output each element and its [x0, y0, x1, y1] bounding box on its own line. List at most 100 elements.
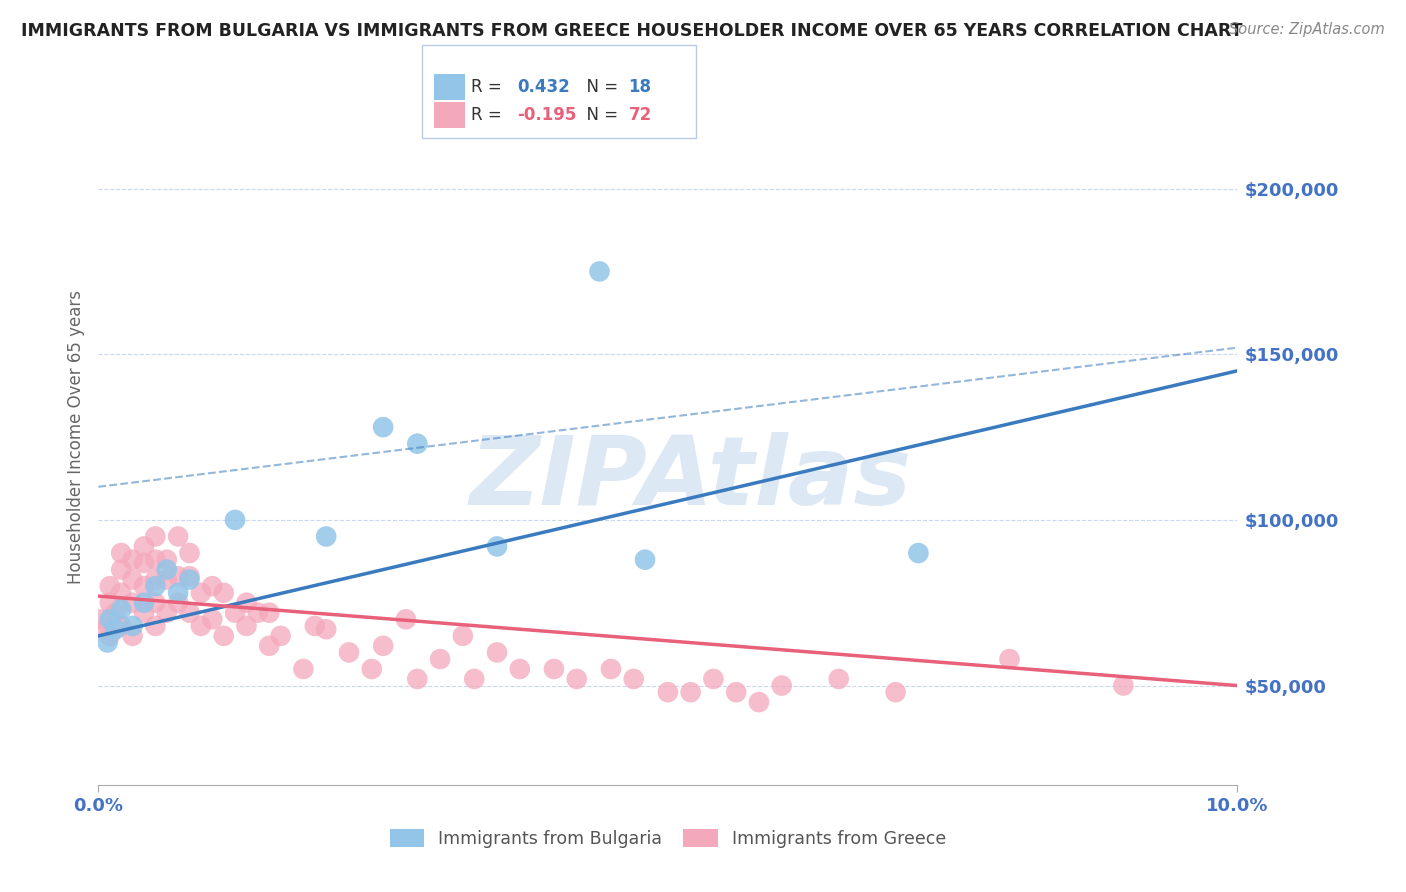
- Legend: Immigrants from Bulgaria, Immigrants from Greece: Immigrants from Bulgaria, Immigrants fro…: [381, 820, 955, 856]
- Text: Source: ZipAtlas.com: Source: ZipAtlas.com: [1229, 22, 1385, 37]
- Point: [315, 622, 337, 636]
- Point: [395, 612, 418, 626]
- Point: [373, 420, 395, 434]
- Point: [145, 529, 167, 543]
- Point: [270, 629, 292, 643]
- Point: [96, 635, 118, 649]
- Point: [98, 629, 121, 643]
- Point: [725, 685, 748, 699]
- Point: [315, 529, 337, 543]
- Point: [179, 606, 201, 620]
- Point: [121, 573, 143, 587]
- Point: [110, 586, 132, 600]
- Point: [373, 639, 395, 653]
- Point: [90, 612, 112, 626]
- Point: [212, 629, 235, 643]
- Point: [156, 552, 179, 566]
- Point: [121, 596, 143, 610]
- Point: [259, 639, 281, 653]
- Point: [145, 579, 167, 593]
- Text: IMMIGRANTS FROM BULGARIA VS IMMIGRANTS FROM GREECE HOUSEHOLDER INCOME OVER 65 YE: IMMIGRANTS FROM BULGARIA VS IMMIGRANTS F…: [21, 22, 1243, 40]
- Point: [121, 619, 143, 633]
- Point: [259, 606, 281, 620]
- Text: R =: R =: [471, 106, 508, 124]
- Point: [132, 596, 155, 610]
- Text: 0.432: 0.432: [517, 78, 571, 96]
- Point: [623, 672, 645, 686]
- Point: [145, 552, 167, 566]
- Point: [190, 619, 212, 633]
- Point: [179, 573, 201, 587]
- Point: [1112, 679, 1135, 693]
- Point: [304, 619, 326, 633]
- Point: [486, 645, 509, 659]
- Point: [702, 672, 724, 686]
- Point: [201, 579, 224, 593]
- Point: [132, 606, 155, 620]
- Point: [98, 612, 121, 626]
- Point: [292, 662, 315, 676]
- Text: ZIPAtlas: ZIPAtlas: [470, 433, 911, 525]
- Point: [190, 586, 212, 600]
- Point: [748, 695, 770, 709]
- Point: [337, 645, 360, 659]
- Point: [110, 546, 132, 560]
- Y-axis label: Householder Income Over 65 years: Householder Income Over 65 years: [66, 290, 84, 584]
- Point: [167, 569, 190, 583]
- Point: [110, 602, 132, 616]
- Point: [360, 662, 382, 676]
- Point: [998, 652, 1021, 666]
- Point: [104, 606, 127, 620]
- Text: N =: N =: [576, 78, 624, 96]
- Text: 72: 72: [628, 106, 652, 124]
- Point: [463, 672, 485, 686]
- Point: [179, 546, 201, 560]
- Point: [167, 586, 190, 600]
- Text: R =: R =: [471, 78, 508, 96]
- Point: [907, 546, 929, 560]
- Point: [98, 596, 121, 610]
- Point: [770, 679, 793, 693]
- Point: [406, 672, 429, 686]
- Point: [679, 685, 702, 699]
- Point: [451, 629, 474, 643]
- Point: [543, 662, 565, 676]
- Point: [406, 436, 429, 450]
- Point: [156, 563, 179, 577]
- Point: [132, 556, 155, 570]
- Point: [167, 529, 190, 543]
- Point: [201, 612, 224, 626]
- Point: [132, 579, 155, 593]
- Point: [224, 606, 246, 620]
- Point: [132, 540, 155, 554]
- Point: [486, 540, 509, 554]
- Point: [235, 596, 257, 610]
- Point: [600, 662, 623, 676]
- Point: [156, 606, 179, 620]
- Text: N =: N =: [576, 106, 624, 124]
- Point: [93, 622, 115, 636]
- Point: [98, 579, 121, 593]
- Point: [634, 552, 657, 566]
- Point: [246, 606, 269, 620]
- Point: [884, 685, 907, 699]
- Point: [588, 264, 610, 278]
- Text: -0.195: -0.195: [517, 106, 576, 124]
- Point: [110, 619, 132, 633]
- Point: [104, 622, 127, 636]
- Point: [509, 662, 531, 676]
- Point: [156, 573, 179, 587]
- Point: [224, 513, 246, 527]
- Point: [179, 569, 201, 583]
- Point: [121, 552, 143, 566]
- Point: [828, 672, 851, 686]
- Point: [235, 619, 257, 633]
- Point: [145, 619, 167, 633]
- Point: [212, 586, 235, 600]
- Point: [657, 685, 679, 699]
- Point: [121, 629, 143, 643]
- Point: [110, 563, 132, 577]
- Point: [145, 596, 167, 610]
- Text: 18: 18: [628, 78, 651, 96]
- Point: [565, 672, 588, 686]
